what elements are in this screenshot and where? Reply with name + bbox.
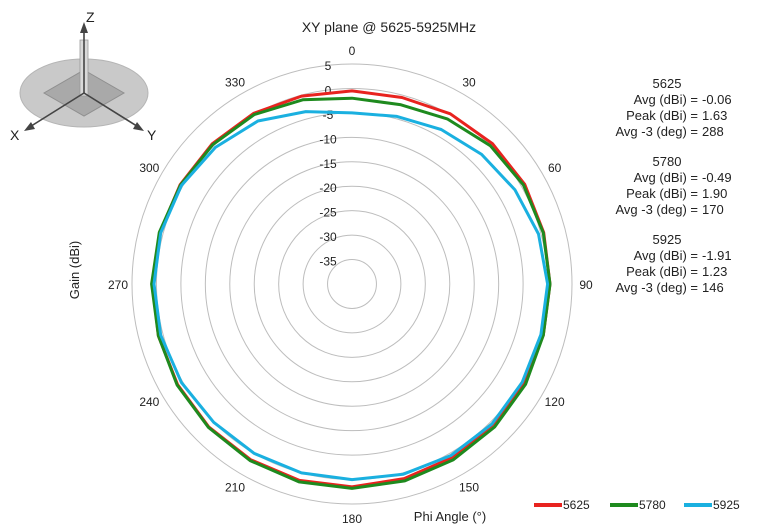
stat-block-5925: 5925 Avg (dBi) = -1.91 Peak (dBi) = 1.23 Avg … xyxy=(560,232,760,296)
stat-avg-label: Avg (dBi) = xyxy=(633,170,698,185)
stat-avg-value: -0.49 xyxy=(702,170,732,185)
radial-tick-label: -10 xyxy=(319,132,337,146)
angle-tick-label: 90 xyxy=(579,278,593,292)
stat-peak-label: Peak (dBi) = xyxy=(626,264,698,279)
radial-tick-label: -25 xyxy=(319,206,337,220)
series-line-5925 xyxy=(152,110,550,482)
stat-beamwidth: Avg -3 (deg) = 170 xyxy=(560,202,760,218)
stat-peak-label: Peak (dBi) = xyxy=(626,108,698,123)
series-line-5780 xyxy=(150,96,552,490)
angle-tick-label: 0 xyxy=(349,44,356,58)
grid-ring xyxy=(327,259,377,309)
radial-tick-label: 5 xyxy=(325,59,332,73)
grid-ring xyxy=(278,210,426,358)
grid-ring xyxy=(180,112,524,456)
axis-x-label: X xyxy=(10,127,20,143)
stat-beamwidth-value: 170 xyxy=(702,202,724,217)
stat-peak: Peak (dBi) = 1.63 xyxy=(560,108,760,124)
x-axis-label: Phi Angle (°) xyxy=(414,509,486,524)
stat-peak-value: 1.23 xyxy=(702,264,728,279)
stat-peak-label: Peak (dBi) = xyxy=(626,186,698,201)
stat-avg-value: -0.06 xyxy=(702,92,732,107)
y-axis-label: Gain (dBi) xyxy=(67,241,82,300)
angle-tick-label: 330 xyxy=(225,75,245,89)
angle-tick-label: 180 xyxy=(342,512,362,526)
angle-tick-label: 30 xyxy=(462,75,476,89)
angle-tick-label: 210 xyxy=(225,481,245,495)
radial-tick-label: -30 xyxy=(319,230,337,244)
radial-tick-labels: 5 0 -5 -10 -15 -20 -25 -30 -35 xyxy=(319,59,337,269)
stats-panel: 5625 Avg (dBi) = -0.06 Peak (dBi) = 1.63 Avg … xyxy=(560,76,760,310)
legend: 5625 5780 5925 xyxy=(534,498,740,512)
radial-tick-label: -5 xyxy=(323,108,334,122)
grid-ring xyxy=(204,136,500,432)
stat-avg: Avg (dBi) = -0.49 xyxy=(560,170,760,186)
legend-label-5780: 5780 xyxy=(639,498,666,512)
angle-tick-labels: 0 30 60 90 120 150 180 210 240 270 300 330 xyxy=(108,44,593,526)
stat-beamwidth: Avg -3 (deg) = 146 xyxy=(560,280,760,296)
series-lines xyxy=(150,89,552,490)
grid-ring xyxy=(302,234,402,334)
axis-z-label: Z xyxy=(86,9,95,25)
stat-heading: 5925 xyxy=(652,232,682,247)
angle-tick-label: 60 xyxy=(548,161,562,175)
angle-tick-label: 120 xyxy=(545,395,565,409)
chart-title: XY plane @ 5625-5925MHz xyxy=(302,19,476,35)
stat-beamwidth-label: Avg -3 (deg) = xyxy=(615,124,698,139)
radial-tick-label: -35 xyxy=(319,255,337,269)
axis-y-label: Y xyxy=(147,127,157,143)
stat-peak-value: 1.63 xyxy=(702,108,728,123)
angle-tick-label: 270 xyxy=(108,278,128,292)
grid-ring xyxy=(131,63,573,505)
stat-block-5780: 5780 Avg (dBi) = -0.49 Peak (dBi) = 1.90 Avg … xyxy=(560,154,760,218)
stat-avg-label: Avg (dBi) = xyxy=(633,248,698,263)
stat-beamwidth-value: 288 xyxy=(702,124,724,139)
polar-grid xyxy=(131,63,573,505)
angle-tick-label: 240 xyxy=(139,395,159,409)
radial-tick-label: 0 xyxy=(325,83,332,97)
stat-avg-label: Avg (dBi) = xyxy=(633,92,698,107)
angle-tick-label: 300 xyxy=(139,161,159,175)
stat-heading: 5780 xyxy=(652,154,682,169)
stat-block-5625: 5625 Avg (dBi) = -0.06 Peak (dBi) = 1.63 Avg … xyxy=(560,76,760,140)
stat-beamwidth-label: Avg -3 (deg) = xyxy=(615,280,698,295)
grid-ring xyxy=(253,185,451,383)
stat-peak: Peak (dBi) = 1.90 xyxy=(560,186,760,202)
stat-beamwidth-label: Avg -3 (deg) = xyxy=(615,202,698,217)
radial-tick-label: -20 xyxy=(319,181,337,195)
orientation-axes-icon: Z X Y xyxy=(10,9,157,143)
stat-heading: 5625 xyxy=(652,76,682,91)
grid-ring xyxy=(229,161,475,407)
stat-avg: Avg (dBi) = -0.06 xyxy=(560,92,760,108)
stat-peak-value: 1.90 xyxy=(702,186,728,201)
stat-avg-value: -1.91 xyxy=(702,248,732,263)
legend-label-5625: 5625 xyxy=(563,498,590,512)
stat-avg: Avg (dBi) = -1.91 xyxy=(560,248,760,264)
stat-beamwidth-value: 146 xyxy=(702,280,724,295)
stat-beamwidth: Avg -3 (deg) = 288 xyxy=(560,124,760,140)
angle-tick-label: 150 xyxy=(459,481,479,495)
radial-tick-label: -15 xyxy=(319,157,337,171)
stat-peak: Peak (dBi) = 1.23 xyxy=(560,264,760,280)
legend-label-5925: 5925 xyxy=(713,498,740,512)
